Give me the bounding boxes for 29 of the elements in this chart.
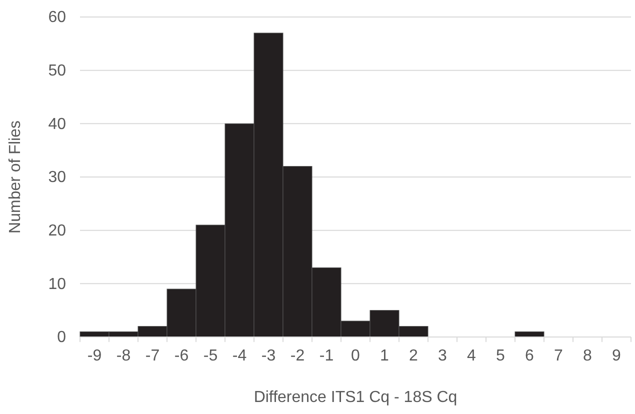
x-tick-label: 3 bbox=[438, 347, 448, 364]
x-tick-label: -2 bbox=[290, 347, 305, 364]
x-tick-label: -9 bbox=[87, 347, 102, 364]
x-tick-label: 2 bbox=[409, 347, 418, 364]
y-tick-label: 30 bbox=[48, 169, 66, 186]
x-tick-label: -3 bbox=[261, 347, 276, 364]
x-tick-label: -1 bbox=[319, 347, 334, 364]
x-tick-label: 9 bbox=[612, 347, 622, 364]
x-tick-label: 8 bbox=[583, 347, 592, 364]
x-axis-title: Difference ITS1 Cq - 18S Cq bbox=[254, 389, 458, 406]
x-tick-label: 1 bbox=[380, 347, 390, 364]
bar bbox=[514, 331, 544, 338]
y-tick-label: 40 bbox=[48, 116, 66, 133]
x-tick-label: 5 bbox=[496, 347, 506, 364]
x-tick-label: 4 bbox=[467, 347, 476, 364]
x-tick-label: -7 bbox=[145, 347, 160, 364]
y-tick-label: 50 bbox=[48, 62, 66, 80]
x-tick-label: -6 bbox=[174, 347, 189, 364]
x-tick-label: -5 bbox=[203, 347, 218, 364]
x-tick-label: 7 bbox=[554, 347, 564, 364]
x-tick-label: 6 bbox=[525, 347, 534, 364]
x-tick-label: 0 bbox=[351, 347, 360, 364]
y-tick-label: 0 bbox=[57, 329, 66, 346]
y-axis-title: Number of Flies bbox=[7, 120, 24, 234]
y-tick-label: 20 bbox=[48, 222, 66, 240]
x-tick-label: -8 bbox=[116, 347, 131, 364]
x-tick-label: -4 bbox=[232, 347, 247, 364]
y-tick-label: 10 bbox=[48, 276, 66, 293]
y-tick-label: 60 bbox=[48, 9, 66, 26]
